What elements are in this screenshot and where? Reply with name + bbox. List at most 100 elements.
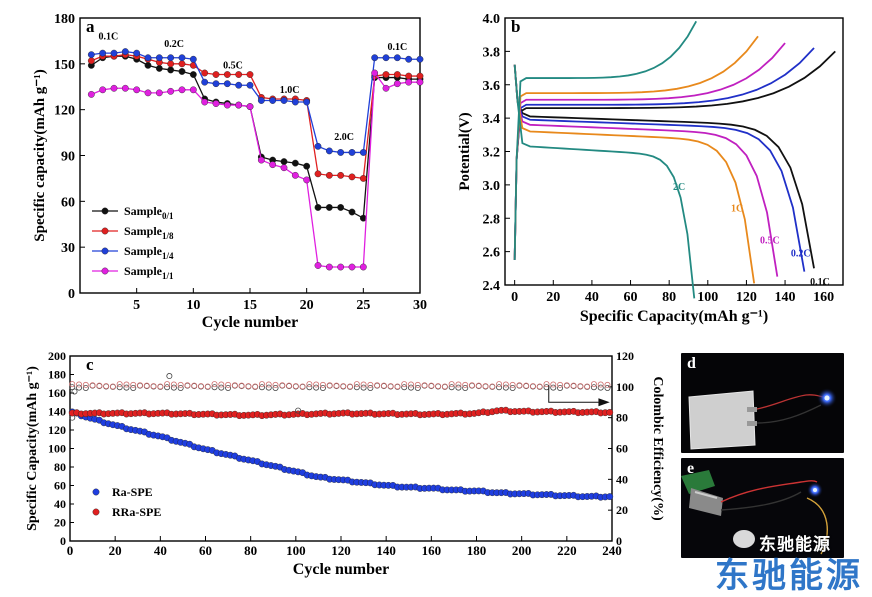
- c-y2-tick-label: 20: [616, 503, 628, 517]
- c-y2-tick-label: 60: [616, 442, 628, 456]
- c-efficiency-point: [509, 381, 516, 388]
- a-y-tick-label: 120: [54, 104, 75, 119]
- a-data-point: [337, 263, 345, 271]
- a-data-point: [167, 87, 175, 95]
- a-data-point: [144, 54, 152, 62]
- c-efficiency-point: [408, 384, 415, 391]
- a-data-point: [405, 72, 413, 80]
- a-data-point: [348, 173, 356, 181]
- c-efficiency-point: [238, 382, 245, 389]
- a-data-point: [303, 176, 311, 184]
- a-legend-entry: Sample1/4: [124, 244, 174, 261]
- c-x-tick-label: 240: [602, 543, 622, 558]
- a-data-point: [314, 204, 322, 211]
- c-efficiency-point: [597, 381, 604, 388]
- c-efficiency-point: [76, 384, 83, 391]
- c-efficiency-point: [448, 384, 455, 391]
- a-data-point: [212, 100, 220, 107]
- c-efficiency-point: [482, 383, 489, 390]
- a-data-point: [155, 65, 163, 72]
- a-y-tick-label: 150: [54, 58, 75, 73]
- a-data-point: [155, 89, 163, 97]
- a-data-point: [201, 78, 209, 86]
- c-efficiency-point: [170, 381, 177, 388]
- c-efficiency-point: [462, 384, 469, 391]
- c-axis-pointer-arrow: [548, 385, 599, 403]
- c-efficiency-point: [414, 381, 421, 388]
- c-x-tick-label: 160: [422, 543, 442, 558]
- a-data-point: [121, 84, 129, 92]
- c-x-tick-label: 180: [467, 543, 487, 558]
- a-data-point: [393, 80, 401, 88]
- c-x-tick-label: 200: [512, 543, 532, 558]
- flexible-cell-image: [681, 470, 828, 555]
- c-efficiency-outlier: [166, 373, 173, 380]
- c-efficiency-point: [448, 381, 455, 388]
- c-efficiency-point: [523, 382, 530, 389]
- c-efficiency-point: [258, 384, 265, 391]
- c-efficiency-point: [96, 382, 103, 389]
- c-efficiency-point: [577, 383, 584, 390]
- a-rate-label: 0.5C: [223, 60, 243, 71]
- c-efficiency-point: [130, 381, 137, 388]
- c-efficiency-point: [89, 382, 96, 389]
- c-y-tick-label: 0: [60, 534, 66, 548]
- c-efficiency-point: [286, 382, 293, 389]
- c-efficiency-point: [489, 383, 496, 390]
- c-efficiency-point: [462, 381, 469, 388]
- c-x-tick-label: 0: [67, 543, 74, 558]
- a-data-point: [405, 55, 413, 63]
- panel-label-b: b: [511, 17, 520, 36]
- a-data-point: [201, 69, 209, 77]
- a-y-axis-label: Specific capacity(mAh g⁻¹): [32, 69, 48, 241]
- panel-c-cycling-chart: 0 20 40 60 80 100 120 140 160 180 200 220 2400204060…: [25, 349, 665, 578]
- c-efficiency-point: [272, 384, 279, 391]
- b-curve-label-05C: 0.5C: [760, 235, 780, 246]
- c-efficiency-point: [340, 383, 347, 390]
- c-efficiency-point: [604, 384, 611, 391]
- a-rate-label: 0.1C: [387, 42, 407, 53]
- c-efficiency-point: [326, 382, 333, 389]
- c-efficiency-point: [367, 384, 374, 391]
- c-efficiency-point: [130, 384, 137, 391]
- a-data-point: [280, 164, 288, 172]
- c-efficiency-point: [143, 382, 150, 389]
- b-y-tick-label: 3.6: [483, 79, 501, 94]
- c-efficiency-point: [550, 384, 557, 391]
- c-efficiency-point: [408, 381, 415, 388]
- a-data-point: [280, 97, 288, 104]
- a-data-point: [416, 55, 424, 63]
- a-x-tick-label: 10: [186, 298, 200, 313]
- a-data-point: [291, 159, 299, 167]
- panel-b-charge-discharge-chart: 0 20 40 60 80 100 120 140 160 2.4 2.6 2.8 3.0 3.2 3.4 3…: [457, 12, 844, 325]
- c-efficiency-point: [265, 384, 272, 391]
- c-efficiency-point: [414, 384, 421, 391]
- b-x-tick-label: 0: [511, 290, 518, 305]
- c-efficiency-point: [455, 384, 462, 391]
- c-y-tick-label: 160: [48, 386, 66, 400]
- c-efficiency-point: [245, 383, 252, 390]
- c-y2-tick-label: 0: [616, 534, 622, 548]
- a-x-tick-label: 20: [300, 298, 314, 313]
- b-x-tick-label: 20: [546, 290, 560, 305]
- c-efficiency-point: [272, 381, 279, 388]
- a-data-point: [359, 263, 367, 271]
- a-data-point: [337, 204, 345, 211]
- panel-label-a: a: [86, 17, 95, 36]
- c-efficiency-point: [557, 381, 564, 388]
- c-x-tick-label: 80: [244, 543, 257, 558]
- c-efficiency-point: [225, 384, 232, 391]
- c-efficiency-point: [116, 384, 123, 391]
- c-efficiency-point: [313, 381, 320, 388]
- c-efficiency-point: [374, 382, 381, 389]
- c-efficiency-point: [299, 383, 306, 390]
- c-efficiency-point: [150, 383, 157, 390]
- c-efficiency-point: [82, 381, 89, 388]
- b-x-tick-label: 80: [662, 290, 676, 305]
- c-efficiency-point: [428, 382, 435, 389]
- b-charge-curve-2C: [513, 20, 697, 260]
- a-data-point: [201, 98, 209, 106]
- a-data-point: [393, 71, 401, 78]
- b-y-tick-label: 2.8: [483, 212, 501, 227]
- c-efficiency-point: [604, 381, 611, 388]
